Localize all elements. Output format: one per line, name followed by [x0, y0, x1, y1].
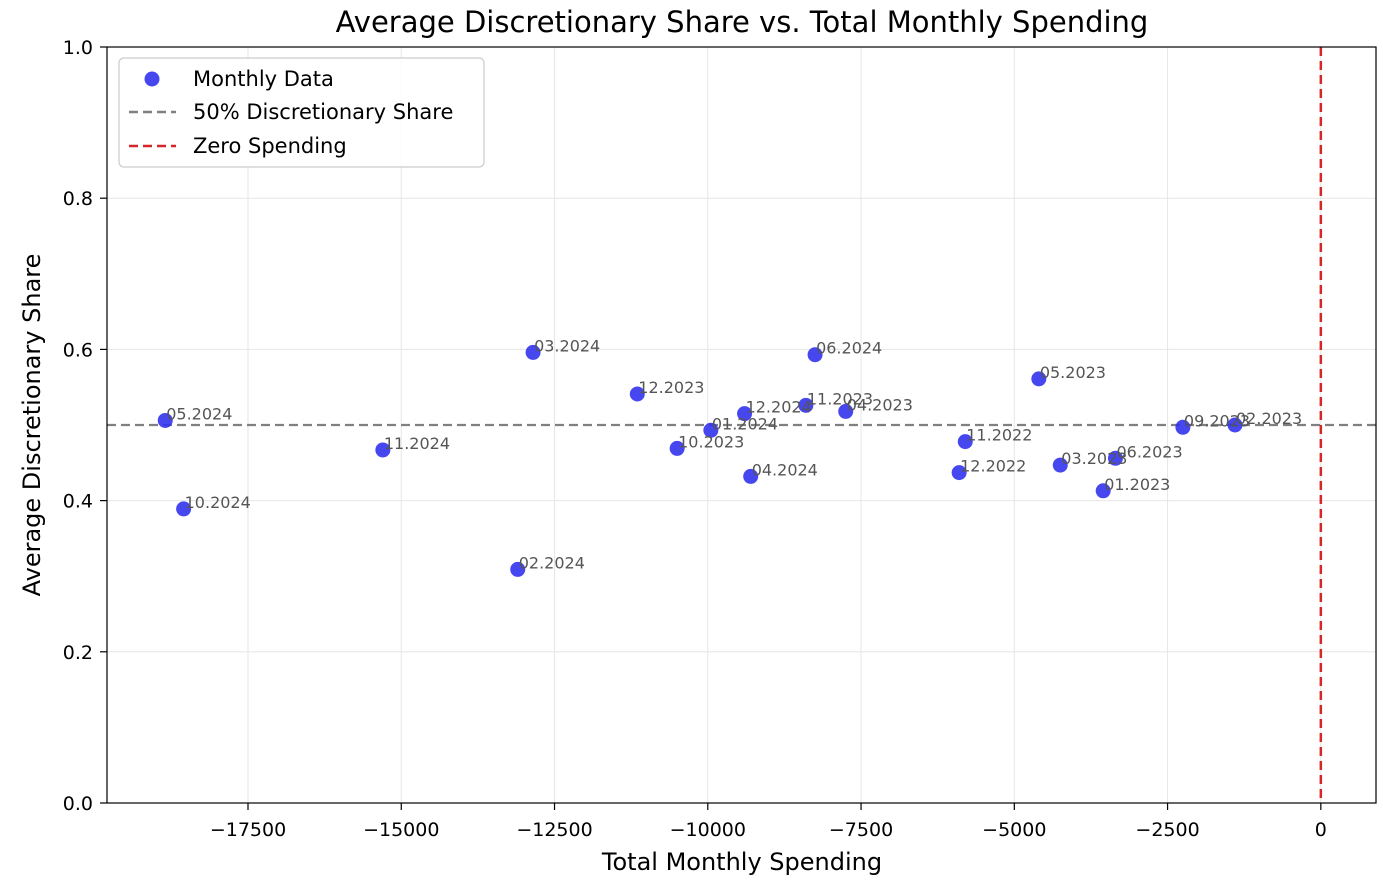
y-tick-label: 0.8 [63, 188, 93, 210]
data-point [510, 561, 526, 577]
data-point [1095, 483, 1111, 499]
point-label: 12.2022 [960, 457, 1026, 476]
point-label: 12.2023 [638, 378, 704, 397]
y-tick-label: 0.6 [63, 339, 93, 361]
data-point [703, 422, 719, 438]
point-label: 11.2023 [807, 389, 873, 408]
y-tick-label: 1.0 [63, 37, 93, 59]
x-axis-ticks: −17500 −15000 −12500 −10000 −7500 −5000 −2500 0 [210, 803, 1327, 841]
x-tick-label: −7500 [829, 819, 893, 841]
y-tick-label: 0.0 [63, 793, 93, 815]
point-label: 03.2023 [1061, 449, 1127, 468]
data-point [1175, 419, 1191, 435]
data-point [957, 434, 973, 450]
data-point [176, 501, 192, 517]
x-tick-label: −15000 [363, 819, 439, 841]
x-tick-label: −5000 [982, 819, 1046, 841]
point-label: 05.2024 [166, 404, 232, 423]
point-label: 05.2023 [1040, 363, 1106, 382]
reference-lines [107, 47, 1376, 803]
x-tick-label: −10000 [670, 819, 746, 841]
point-label: 02.2024 [519, 553, 585, 572]
legend-label-monthly-data: Monthly Data [193, 67, 334, 91]
y-axis-ticks: 0.0 0.2 0.4 0.6 0.8 1.0 [63, 37, 107, 815]
data-point [807, 347, 823, 363]
x-tick-label: 0 [1315, 819, 1327, 841]
data-point [375, 442, 391, 458]
x-axis-label: Total Monthly Spending [601, 848, 882, 876]
data-point [525, 344, 541, 360]
point-label: 01.2023 [1104, 475, 1170, 494]
legend-label-50-percent: 50% Discretionary Share [193, 100, 453, 124]
x-tick-label: −12500 [516, 819, 592, 841]
data-point [1227, 417, 1243, 433]
data-points [157, 344, 1243, 577]
point-label: 06.2023 [1116, 442, 1182, 461]
y-tick-label: 0.4 [63, 491, 93, 513]
legend: Monthly Data 50% Discretionary Share Zer… [118, 57, 485, 168]
point-label: 10.2023 [678, 432, 744, 451]
point-label: 10.2024 [185, 493, 251, 512]
legend-box [118, 57, 485, 168]
x-tick-label: −2500 [1135, 819, 1199, 841]
y-tick-label: 0.2 [63, 642, 93, 664]
legend-label-zero-spending: Zero Spending [193, 134, 347, 158]
point-label: 11.2022 [966, 426, 1032, 445]
legend-marker-monthly-data [144, 71, 160, 87]
point-label: 09.2023 [1184, 411, 1250, 430]
point-label: 11.2024 [384, 434, 450, 453]
chart-title: Average Discretionary Share vs. Total Mo… [336, 5, 1149, 39]
data-point [1031, 371, 1047, 387]
plot-frame [106, 46, 1377, 804]
data-point [838, 403, 854, 419]
data-point [1107, 450, 1123, 466]
data-point [1052, 457, 1068, 473]
point-label: 04.2023 [847, 395, 913, 414]
point-label: 12.2024 [746, 398, 812, 417]
data-point [629, 386, 645, 402]
point-label: 06.2024 [816, 339, 882, 358]
data-point [743, 468, 759, 484]
x-tick-label: −17500 [210, 819, 286, 841]
point-label: 01.2024 [712, 414, 778, 433]
point-label: 03.2024 [534, 336, 600, 355]
point-label: 04.2024 [752, 460, 818, 479]
data-point [737, 406, 753, 422]
data-point [951, 465, 967, 481]
data-point [798, 397, 814, 413]
data-point [157, 412, 173, 428]
point-labels: 05.2024 10.2024 11.2024 02.2024 03.2024 12.20… [166, 336, 1302, 572]
y-axis-label: Average Discretionary Share [18, 254, 46, 597]
data-point [669, 440, 685, 456]
point-label: 02.2023 [1236, 409, 1302, 428]
